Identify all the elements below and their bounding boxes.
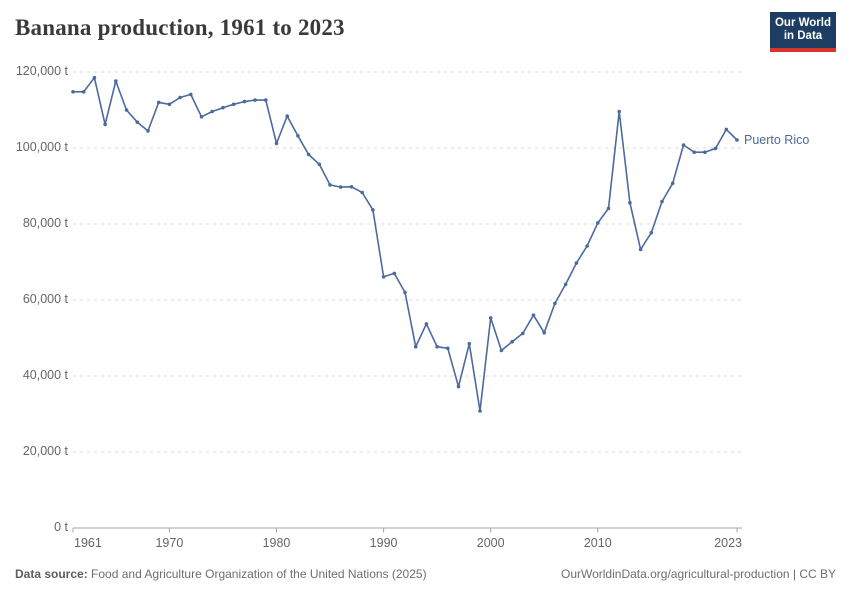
data-point[interactable] (521, 331, 525, 336)
data-point[interactable] (703, 150, 707, 154)
data-point[interactable] (446, 346, 450, 351)
y-axis-label: 0 t (54, 520, 68, 534)
data-point[interactable] (713, 146, 718, 151)
data-point[interactable] (724, 127, 729, 132)
data-point[interactable] (221, 105, 225, 110)
data-point[interactable] (478, 409, 482, 413)
data-point[interactable] (114, 79, 118, 83)
data-source-label: Data source: (15, 567, 88, 581)
data-point[interactable] (606, 206, 611, 211)
data-point[interactable] (146, 129, 150, 133)
data-point[interactable] (296, 134, 300, 138)
data-point[interactable] (285, 114, 290, 118)
data-point[interactable] (306, 152, 311, 157)
data-point[interactable] (253, 98, 257, 102)
data-point[interactable] (231, 102, 236, 107)
data-point[interactable] (81, 90, 86, 94)
data-point[interactable] (189, 92, 193, 97)
series-label-puerto-rico[interactable]: Puerto Rico (744, 133, 810, 148)
data-point[interactable] (156, 100, 161, 105)
data-point[interactable] (467, 341, 472, 346)
data-point[interactable] (381, 275, 386, 279)
credit-link[interactable]: OurWorldinData.org/agricultural-producti… (560, 567, 836, 581)
data-point[interactable] (499, 348, 504, 353)
data-point[interactable] (628, 200, 632, 205)
y-axis-label: 20,000 t (22, 444, 68, 458)
data-point[interactable] (456, 384, 461, 389)
x-axis-label: 1990 (369, 536, 398, 550)
data-point[interactable] (317, 162, 322, 167)
data-point[interactable] (424, 322, 429, 326)
data-point[interactable] (617, 109, 621, 114)
data-point[interactable] (264, 98, 268, 102)
data-point[interactable] (638, 247, 643, 252)
data-point[interactable] (649, 230, 654, 235)
data-point[interactable] (103, 122, 107, 127)
data-point[interactable] (178, 95, 182, 100)
data-point[interactable] (435, 344, 439, 349)
y-axis-label: 80,000 t (22, 216, 68, 230)
data-point[interactable] (681, 143, 686, 147)
y-axis-label: 100,000 t (15, 140, 68, 154)
data-point[interactable] (531, 313, 536, 318)
data-point[interactable] (413, 344, 418, 349)
owid-logo-line2: in Data (783, 30, 823, 42)
data-point[interactable] (553, 301, 557, 306)
data-point[interactable] (124, 108, 129, 112)
x-axis-label: 1980 (262, 536, 291, 550)
y-axis-label: 40,000 t (22, 368, 68, 382)
x-axis-label: 2023 (714, 536, 742, 550)
data-point[interactable] (585, 244, 589, 248)
data-point[interactable] (510, 340, 514, 344)
data-point[interactable] (542, 330, 546, 335)
data-point[interactable] (338, 185, 343, 189)
data-point[interactable] (71, 90, 75, 94)
owid-logo[interactable]: Our World in Data (770, 12, 836, 52)
data-point[interactable] (167, 102, 172, 107)
data-point[interactable] (488, 316, 493, 320)
y-axis-label: 120,000 t (15, 64, 68, 78)
chart-footer: Data source: Food and Agriculture Organi… (15, 567, 836, 581)
data-point[interactable] (135, 120, 140, 124)
data-point[interactable] (242, 99, 247, 104)
data-point[interactable] (274, 141, 279, 146)
data-source-note: Data source: Food and Agriculture Organi… (15, 567, 427, 581)
x-axis-label: 1961 (74, 536, 102, 550)
data-point[interactable] (574, 261, 579, 265)
data-point[interactable] (392, 271, 397, 276)
data-point[interactable] (210, 109, 214, 114)
data-point[interactable] (328, 183, 332, 187)
data-point[interactable] (349, 185, 354, 189)
data-point[interactable] (403, 290, 407, 295)
data-point[interactable] (371, 208, 375, 212)
data-point[interactable] (596, 221, 600, 225)
x-axis-label: 2000 (476, 536, 505, 550)
data-point[interactable] (92, 75, 97, 80)
data-point[interactable] (692, 150, 696, 154)
data-point[interactable] (670, 181, 675, 186)
data-point[interactable] (199, 115, 204, 119)
data-point[interactable] (360, 190, 365, 195)
x-axis-label: 2010 (583, 536, 612, 550)
data-point[interactable] (563, 282, 568, 287)
y-axis-label: 60,000 t (22, 292, 68, 306)
data-point[interactable] (735, 138, 739, 142)
x-axis-label: 1970 (155, 536, 184, 550)
owid-logo-line1: Our World (774, 16, 831, 29)
chart-title: Banana production, 1961 to 2023 (15, 15, 345, 40)
production-line[interactable] (72, 76, 738, 412)
data-source-text: Food and Agriculture Organization of the… (87, 567, 427, 581)
data-point[interactable] (660, 199, 664, 204)
